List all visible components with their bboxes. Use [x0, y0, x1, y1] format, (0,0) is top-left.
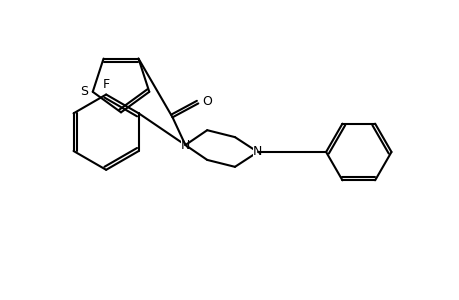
Text: N: N — [252, 146, 262, 158]
Text: F: F — [102, 78, 110, 91]
Text: O: O — [202, 95, 212, 108]
Text: N: N — [180, 139, 190, 152]
Text: S: S — [79, 85, 88, 98]
